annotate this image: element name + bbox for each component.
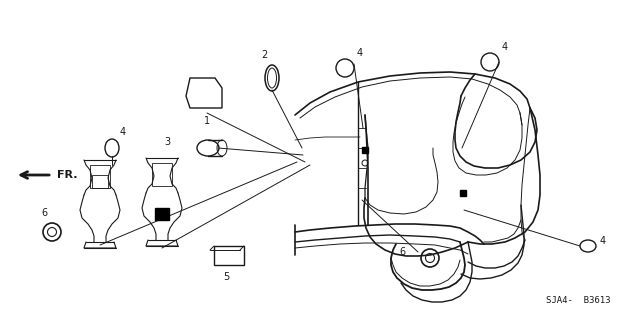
Text: FR.: FR.: [57, 170, 77, 180]
Polygon shape: [155, 208, 169, 220]
Text: 4: 4: [120, 127, 126, 137]
Text: 3: 3: [164, 137, 170, 147]
Text: 4: 4: [502, 42, 508, 52]
Text: 2: 2: [262, 50, 268, 60]
Text: 5: 5: [223, 272, 229, 282]
Polygon shape: [362, 147, 368, 153]
Text: 4: 4: [357, 48, 363, 58]
Polygon shape: [460, 190, 466, 196]
Text: 4: 4: [600, 236, 606, 246]
Text: 6: 6: [400, 247, 406, 257]
Text: SJA4-  B3613: SJA4- B3613: [545, 296, 610, 305]
Text: 6: 6: [41, 208, 47, 218]
Text: 1: 1: [204, 116, 210, 126]
